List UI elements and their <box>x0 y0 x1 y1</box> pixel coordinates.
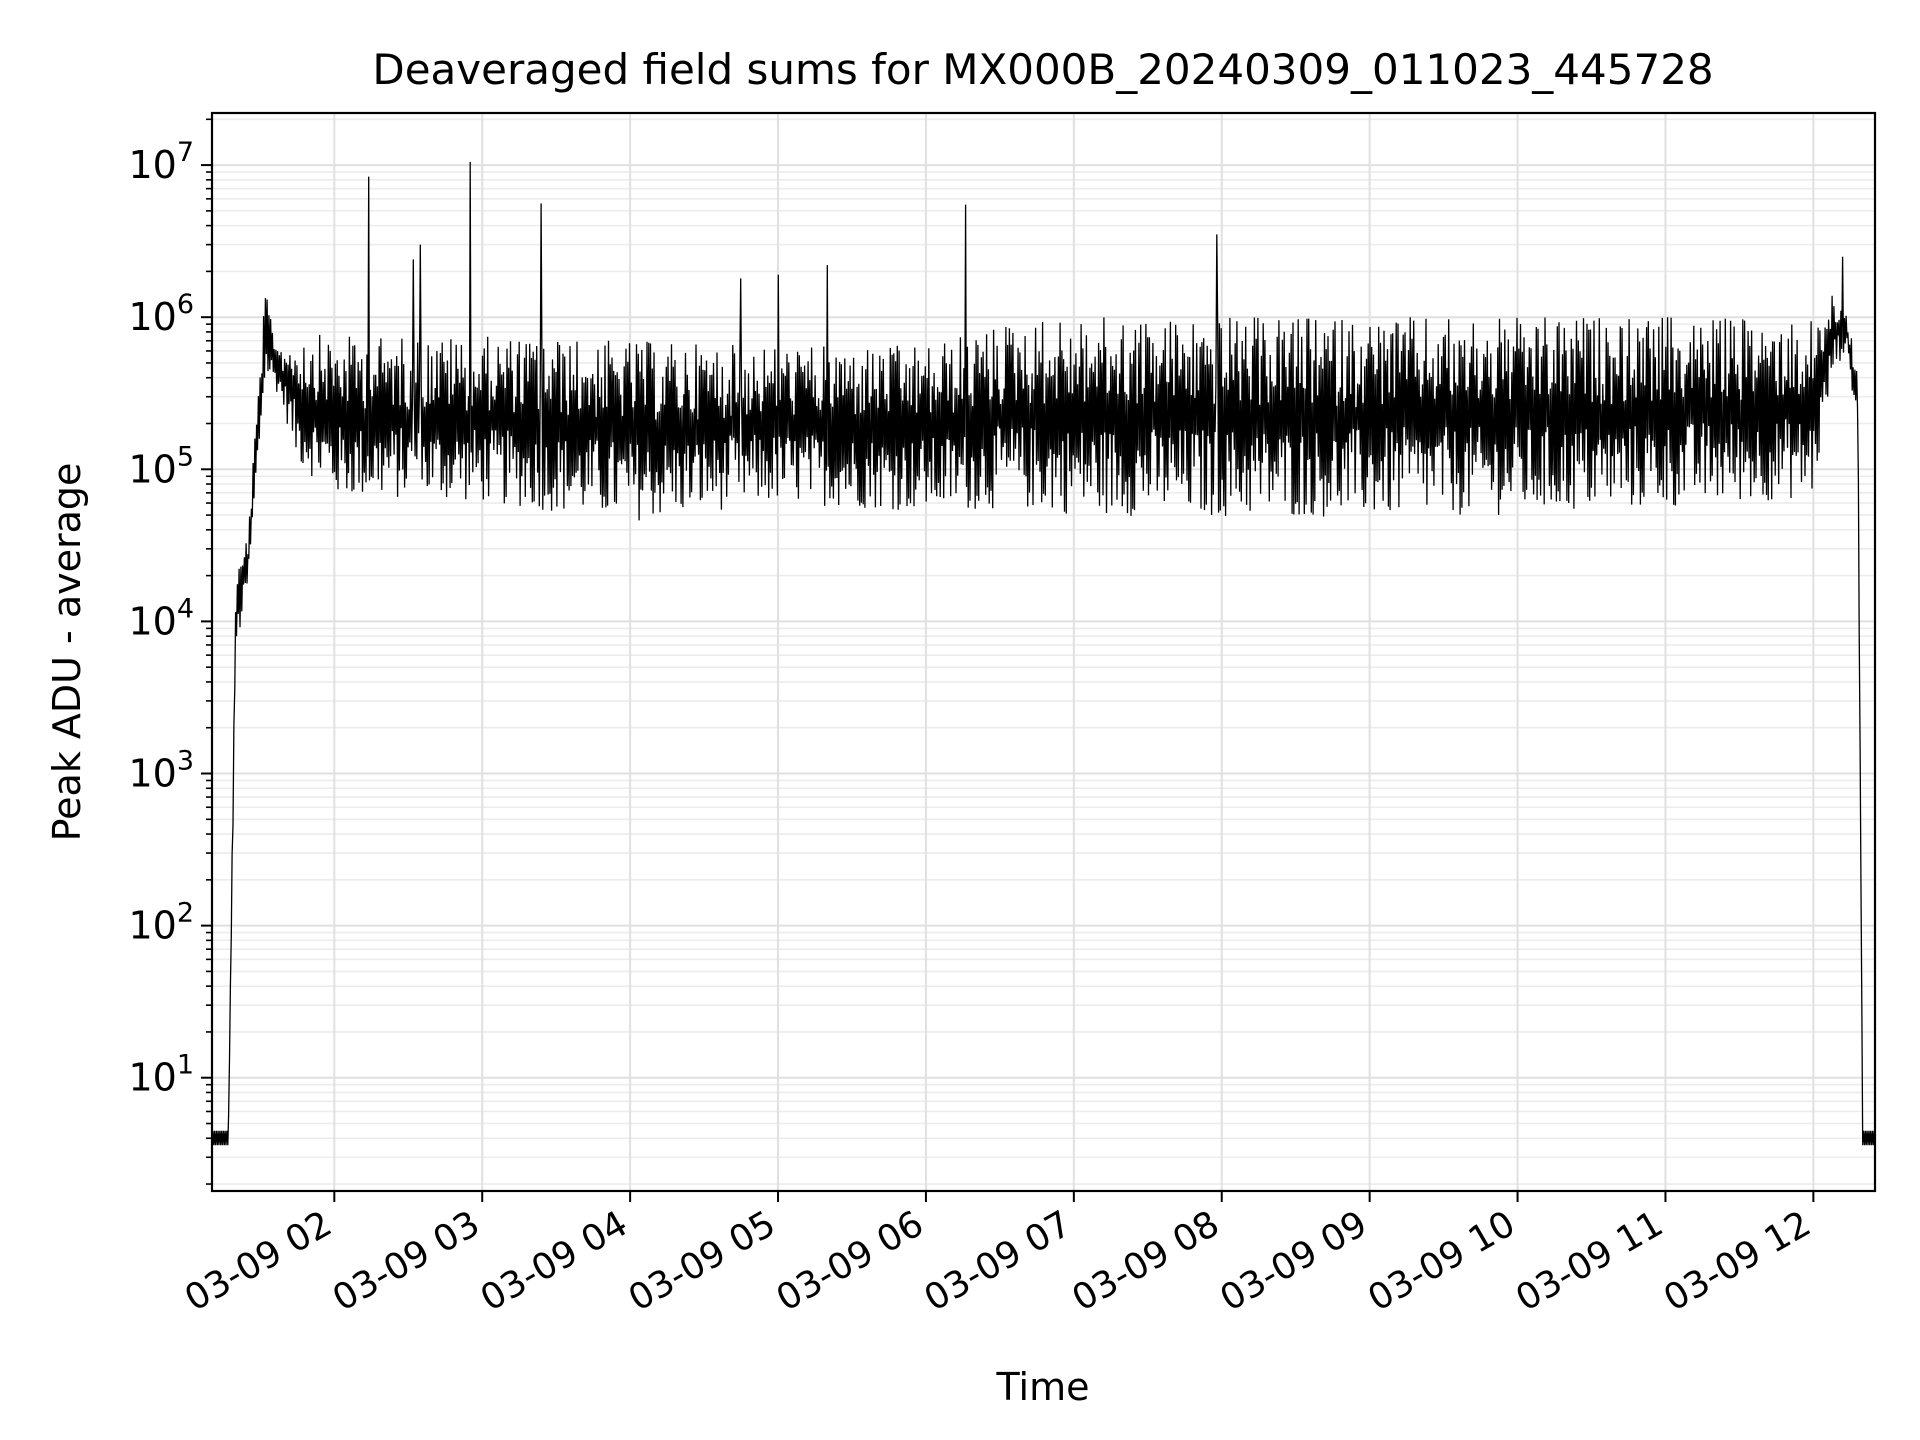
y-tick-label: 104 <box>128 593 194 643</box>
y-tick-label: 105 <box>128 441 194 491</box>
minor-gridlines <box>212 118 1875 1185</box>
series-path <box>211 161 1876 1146</box>
series-line <box>211 161 1876 1146</box>
y-tick-label: 106 <box>128 289 194 339</box>
y-axis: 101 102 103 104 105 106 107 <box>128 118 212 1185</box>
plot-frame <box>210 111 1877 1193</box>
y-tick-label: 103 <box>128 746 194 796</box>
x-axis-label: Time <box>996 1365 1090 1409</box>
chart-title: Deaveraged field sums for MX000B_2024030… <box>372 45 1713 94</box>
y-tick-label: 101 <box>128 1050 194 1100</box>
y-tick-label: 107 <box>128 137 194 187</box>
y-tick-label: 102 <box>128 898 194 948</box>
y-axis-label: Peak ADU - average <box>45 463 89 842</box>
